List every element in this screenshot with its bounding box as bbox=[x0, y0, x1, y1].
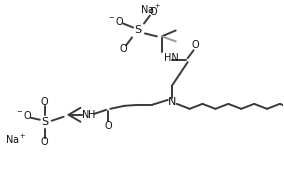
Text: O: O bbox=[192, 40, 199, 50]
Text: $^-$O: $^-$O bbox=[107, 15, 125, 27]
Text: O: O bbox=[149, 7, 157, 17]
Text: O: O bbox=[119, 44, 127, 54]
Text: S: S bbox=[134, 25, 142, 36]
Text: O: O bbox=[41, 97, 49, 107]
Text: S: S bbox=[41, 117, 48, 127]
Text: N: N bbox=[168, 97, 176, 107]
Text: $^-$O: $^-$O bbox=[15, 109, 33, 121]
Text: N: N bbox=[82, 110, 90, 120]
Text: H: H bbox=[88, 110, 96, 120]
Text: Na$^+$: Na$^+$ bbox=[5, 133, 27, 146]
Text: HN: HN bbox=[164, 53, 179, 63]
Text: O: O bbox=[41, 136, 49, 147]
Text: O: O bbox=[105, 121, 112, 131]
Text: Na$^+$: Na$^+$ bbox=[140, 3, 162, 16]
